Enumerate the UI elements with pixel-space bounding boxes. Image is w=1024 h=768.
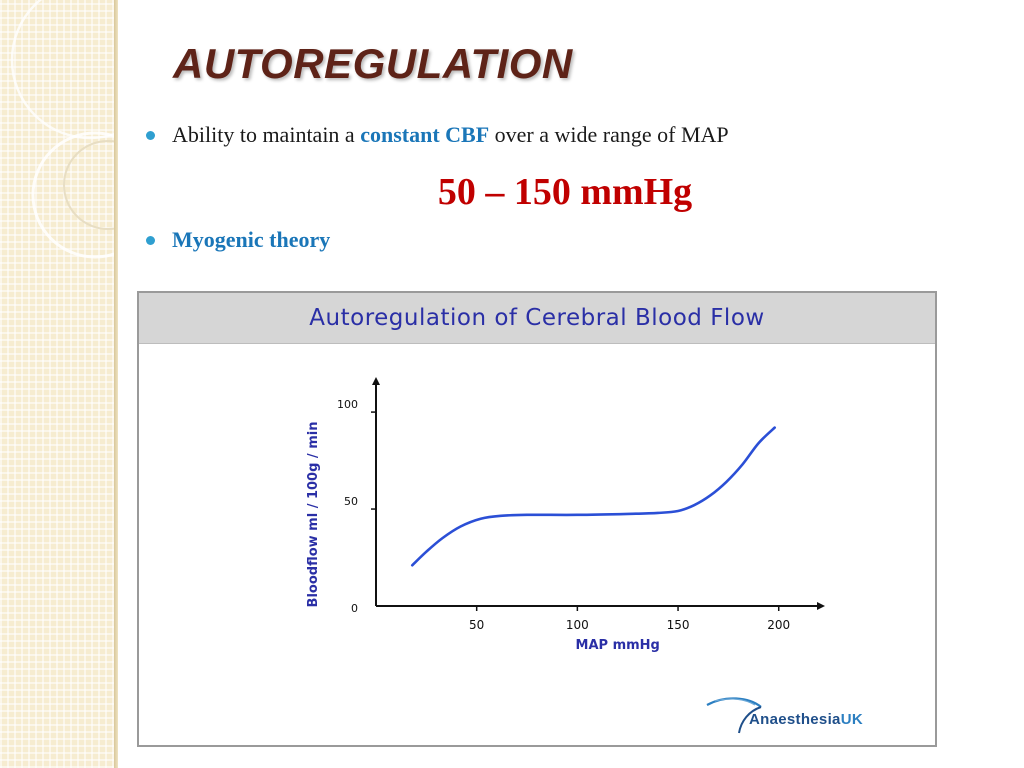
bullet-text-suffix: over a wide range of MAP xyxy=(489,122,729,147)
logo-wordmark: AnaesthesiaUK xyxy=(749,711,863,728)
slide-title: AUTOREGULATION xyxy=(173,40,573,87)
bullet-dot-icon xyxy=(146,130,155,140)
y-tick-label: 50 xyxy=(344,495,358,508)
y-axis-arrow xyxy=(372,377,380,385)
side-panel-edge xyxy=(114,0,118,768)
myogenic-theory-label: Myogenic theory xyxy=(172,227,331,252)
x-axis-label: MAP mmHg xyxy=(576,638,660,653)
bullet-text-prefix: Ability to maintain a xyxy=(172,122,361,147)
cbf-autoregulation-chart: 50 100 150 200 0 50 100 MAP mmHg Bloodflow ml / … xyxy=(306,377,825,653)
chart-title: Autoregulation of Cerebral Blood Flow xyxy=(309,305,765,331)
y-axis-label: Bloodflow ml / 100g / min xyxy=(306,422,321,608)
logo-name: Anaesthesia xyxy=(749,711,841,728)
logo-swoosh-icon xyxy=(706,697,762,734)
bullet-myogenic-theory: Myogenic theory xyxy=(146,227,330,253)
y-tick-label: 0 xyxy=(351,602,358,615)
logo-suffix: UK xyxy=(840,711,863,728)
chart-header: Autoregulation of Cerebral Blood Flow xyxy=(139,293,935,344)
bullet-constant-cbf: Ability to maintain a constant CBF over … xyxy=(146,122,729,148)
x-tick-label: 150 xyxy=(667,618,690,632)
chart-figure: Autoregulation of Cerebral Blood Flow 50… xyxy=(137,291,937,747)
bullet-highlight-constant-cbf: constant CBF xyxy=(360,122,490,147)
decorative-rings xyxy=(10,0,118,259)
map-range-text: 50 – 150 mmHg xyxy=(437,171,693,213)
bullet-dot-icon xyxy=(146,235,155,245)
cbf-curve xyxy=(410,426,776,567)
x-tick-label: 100 xyxy=(566,618,589,632)
x-tick-label: 50 xyxy=(469,618,484,632)
y-tick-label: 100 xyxy=(337,398,358,411)
anaesthesia-uk-logo: AnaesthesiaUK xyxy=(705,691,915,737)
x-tick-label: 200 xyxy=(767,618,790,632)
decorative-side-panel xyxy=(0,0,118,768)
x-axis-arrow xyxy=(817,602,825,610)
